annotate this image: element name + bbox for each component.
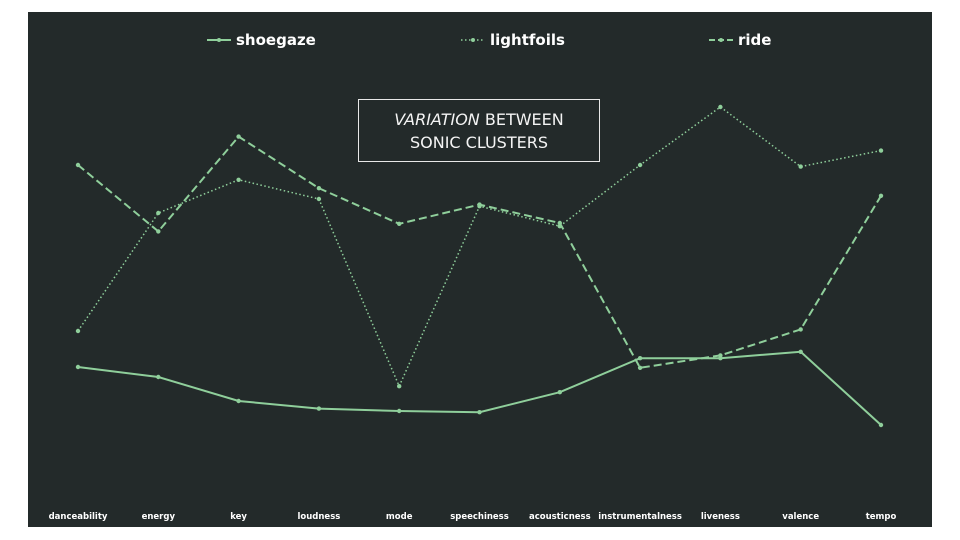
legend-label-ride: ride [738,31,772,49]
point-ride-instrumentalness [637,365,643,370]
legend-item-lightfoils: lightfoils [460,30,565,50]
point-lightfoils-energy [156,210,161,216]
chart-slide: danceability energy key loudness mode speechi… [28,12,932,527]
point-lightfoils-mode [397,384,402,389]
line-chart: danceability energy key loudness mode speechi… [49,104,897,522]
legend-label-lightfoils: lightfoils [490,31,565,49]
point-lightfoils-tempo [878,148,884,153]
title-line2: SONIC CLUSTERS [409,133,548,152]
point-lightfoils-liveness [718,104,723,110]
title-emphasis: VARIATION [394,110,480,129]
point-ride-key [236,134,241,139]
point-ride-speechiness [477,202,482,207]
x-tick-label-mode: mode [386,512,413,522]
point-ride-danceability [75,162,81,168]
x-tick-label-liveness: liveness [701,512,740,522]
point-ride-tempo [878,193,884,198]
x-tick-label-key: key [230,512,247,522]
point-lightfoils-danceability [75,328,81,334]
point-ride-acousticness [557,220,562,226]
legend-label-shoegaze: shoegaze [236,31,316,49]
series-ride [75,134,884,370]
point-shoegaze-valence [798,349,803,354]
legend-item-ride: ride [708,30,771,50]
chart-title-box: VARIATION BETWEEN SONIC CLUSTERS [358,99,600,162]
legend-swatch-dotted [461,38,485,42]
x-tick-label-danceability: danceability [49,512,108,522]
point-shoegaze-acousticness [557,390,562,395]
point-lightfoils-loudness [316,196,322,202]
point-ride-mode [397,221,402,226]
point-lightfoils-key [236,177,241,182]
title-line1-rest: BETWEEN [479,110,564,129]
x-tick-label-tempo: tempo [866,512,897,522]
point-lightfoils-valence [798,164,803,169]
x-tick-label-valence: valence [782,512,819,522]
x-tick-label-energy: energy [142,512,176,522]
x-tick-label-speechiness: speechiness [450,512,509,522]
point-shoegaze-danceability [75,364,81,370]
point-lightfoils-instrumentalness [637,162,643,168]
point-ride-liveness [718,353,723,358]
point-shoegaze-key [236,398,241,404]
line-ride [77,135,882,369]
x-tick-label-instrumentalness: instrumentalness [598,512,682,522]
point-shoegaze-tempo [878,422,884,428]
series-lines [75,104,884,428]
x-axis-tick-labels: danceability energy key loudness mode speechi… [49,512,897,522]
point-ride-energy [156,229,161,234]
point-ride-valence [798,327,803,332]
x-tick-label-loudness: loudness [297,512,340,522]
series-shoegaze [75,349,884,428]
legend-swatch-dashed [709,38,733,42]
point-shoegaze-energy [156,374,161,380]
point-ride-loudness [316,186,322,191]
legend-item-shoegaze: shoegaze [206,30,316,50]
point-shoegaze-instrumentalness [637,356,643,361]
point-shoegaze-loudness [316,406,322,411]
legend-swatch-solid [207,38,231,42]
point-shoegaze-speechiness [477,410,482,415]
x-tick-label-acousticness: acousticness [529,512,591,522]
point-shoegaze-mode [397,408,402,414]
